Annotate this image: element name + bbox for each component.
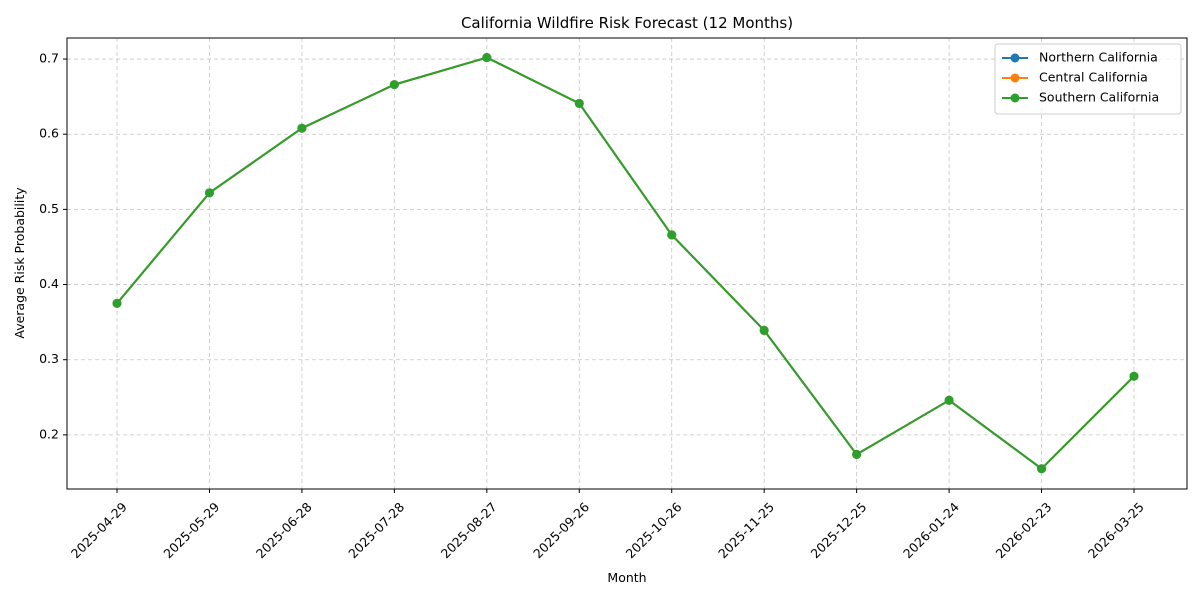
series-line <box>116 56 1135 470</box>
data-point <box>112 298 122 308</box>
series-layer <box>112 53 1139 474</box>
data-point <box>389 80 399 90</box>
data-point <box>944 395 954 405</box>
data-point <box>852 449 862 459</box>
data-point <box>1037 464 1047 474</box>
x-tick-label: 2025-08-27 <box>438 499 500 561</box>
series-line <box>116 56 1135 470</box>
legend: Northern California Central California Sou… <box>994 43 1182 115</box>
y-tick-label: 0.2 <box>39 426 59 441</box>
y-tick-label: 0.7 <box>39 51 59 66</box>
x-tick-label: 2026-03-25 <box>1085 499 1147 561</box>
chart-title: California Wildfire Risk Forecast (12 Mo… <box>461 14 793 32</box>
y-tick-label: 0.3 <box>39 351 59 366</box>
x-tick-label: 2025-12-25 <box>808 499 870 561</box>
legend-label: Central California <box>1039 70 1148 85</box>
x-tick-label: 2025-11-25 <box>715 499 777 561</box>
data-point <box>1129 371 1139 381</box>
x-tick-label: 2025-10-26 <box>623 499 685 561</box>
y-tick-label: 0.4 <box>39 276 59 291</box>
data-point <box>482 53 492 63</box>
x-tick-label: 2026-02-23 <box>992 499 1054 561</box>
x-tick-label: 2025-06-28 <box>253 499 315 561</box>
x-tick-label: 2026-01-24 <box>900 499 962 561</box>
y-axis-label: Average Risk Probability <box>12 187 27 339</box>
legend-marker <box>1010 73 1020 83</box>
x-tick-label: 2025-09-26 <box>530 499 592 561</box>
legend-label: Southern California <box>1039 90 1159 105</box>
x-tick-label: 2025-04-29 <box>68 499 130 561</box>
data-point <box>574 98 584 108</box>
data-point <box>297 123 307 133</box>
legend-marker <box>1010 93 1020 103</box>
y-tick-label: 0.5 <box>39 201 59 216</box>
legend-marker <box>1010 53 1020 63</box>
x-tick-label: 2025-05-29 <box>160 499 222 561</box>
data-point <box>204 188 214 198</box>
grid <box>67 38 1187 489</box>
data-point <box>667 230 677 240</box>
data-point <box>759 325 769 335</box>
y-tick-label: 0.6 <box>39 126 59 141</box>
legend-label: Northern California <box>1039 50 1158 65</box>
x-axis-label: Month <box>607 570 646 585</box>
x-axis: 2025-04-29 2025-05-29 2025-06-28 2025-07-28… <box>68 489 1147 561</box>
plot-frame <box>66 37 1188 490</box>
y-axis: 0.2 0.3 0.4 0.5 0.6 0.7 <box>39 51 67 441</box>
series-line <box>116 56 1135 470</box>
x-tick-label: 2025-07-28 <box>345 499 407 561</box>
legend-box <box>994 43 1182 115</box>
